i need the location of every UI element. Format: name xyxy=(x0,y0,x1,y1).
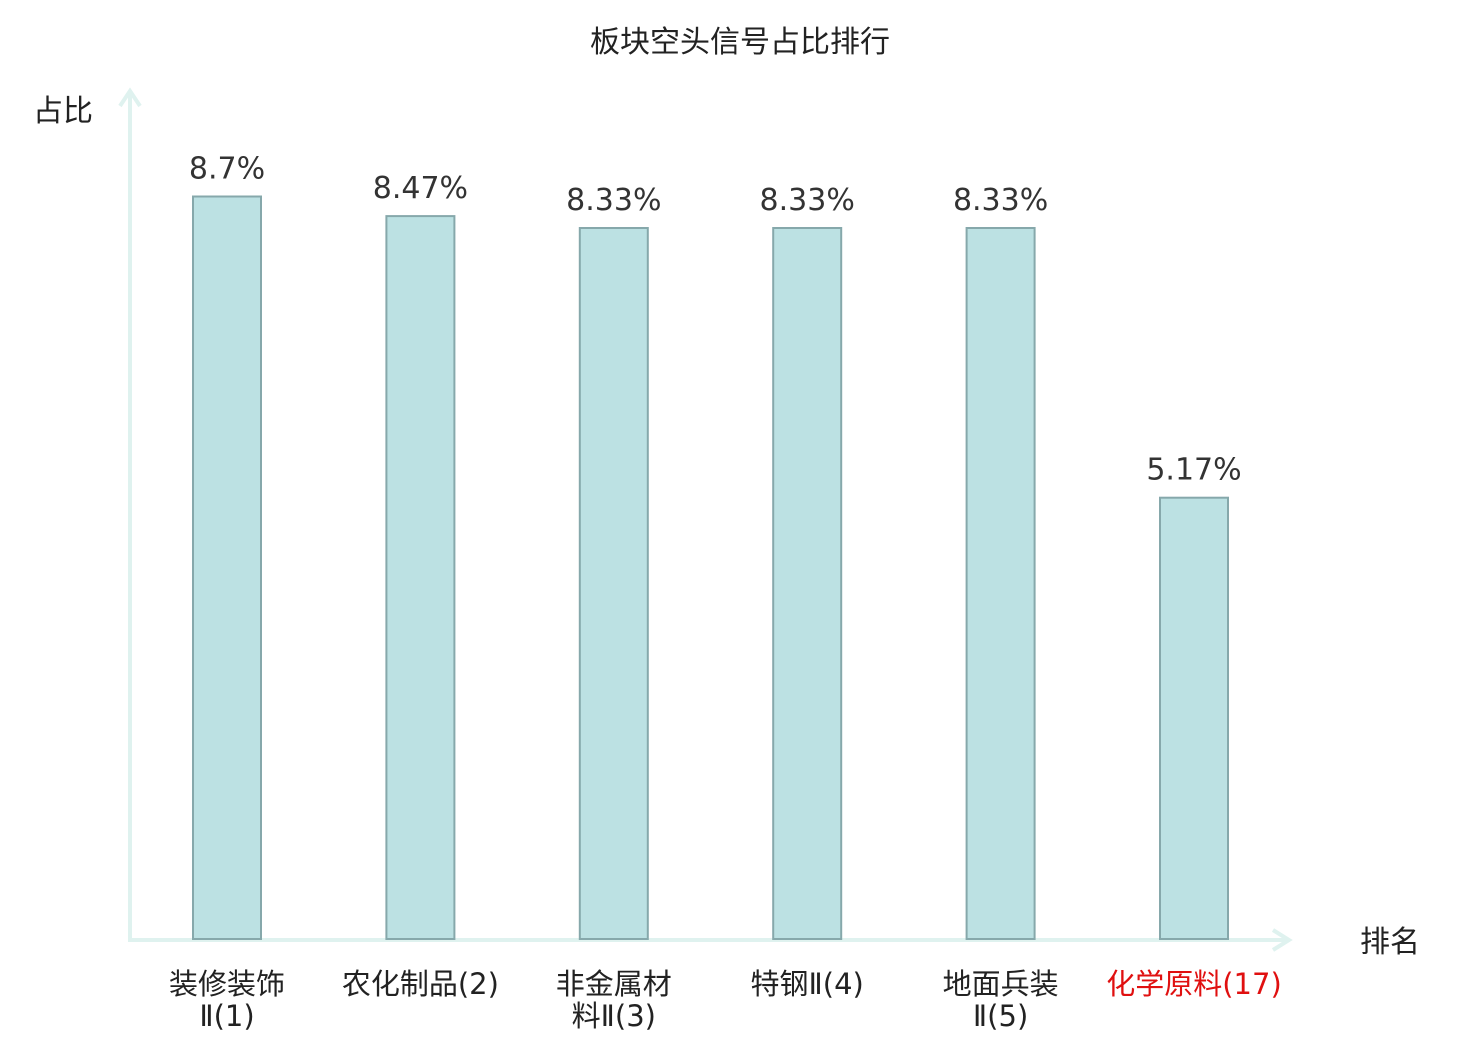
x-tick-label: 特钢Ⅱ(4) xyxy=(751,967,864,1001)
x-tick-label: 农化制品(2) xyxy=(342,967,499,1001)
bar xyxy=(772,227,843,940)
bar-value-label: 8.33% xyxy=(760,183,855,218)
y-axis xyxy=(118,87,142,940)
x-tick-label: 装修装饰 Ⅱ(1) xyxy=(169,967,285,1033)
bar-value-label: 5.17% xyxy=(1146,453,1241,488)
x-axis-label: 排名 xyxy=(1360,925,1420,960)
x-tick-label: 地面兵装 Ⅱ(5) xyxy=(943,967,1059,1033)
bar xyxy=(1159,496,1229,940)
bar xyxy=(385,215,456,941)
bars-group: 8.7% 装修装饰 Ⅱ(1) 8.47% 农化制品(2) 8.33% 非金属材料Ⅱ(3) 8.… xyxy=(169,152,1282,1034)
bar xyxy=(578,227,649,940)
y-axis-label: 占比 xyxy=(33,94,93,129)
bar xyxy=(192,195,262,940)
bar-value-label: 8.33% xyxy=(566,183,661,218)
chart-title: 板块空头信号占比排行 xyxy=(590,25,890,60)
x-tick-label: 非金属材料Ⅱ(3) xyxy=(556,967,672,1033)
bar-value-label: 8.47% xyxy=(373,171,468,206)
x-tick-label: 化学原料(17) xyxy=(1106,967,1282,1001)
x-axis xyxy=(128,928,1293,952)
bar-value-label: 8.7% xyxy=(189,152,265,187)
bar xyxy=(965,227,1036,940)
bar-value-label: 8.33% xyxy=(953,183,1048,218)
